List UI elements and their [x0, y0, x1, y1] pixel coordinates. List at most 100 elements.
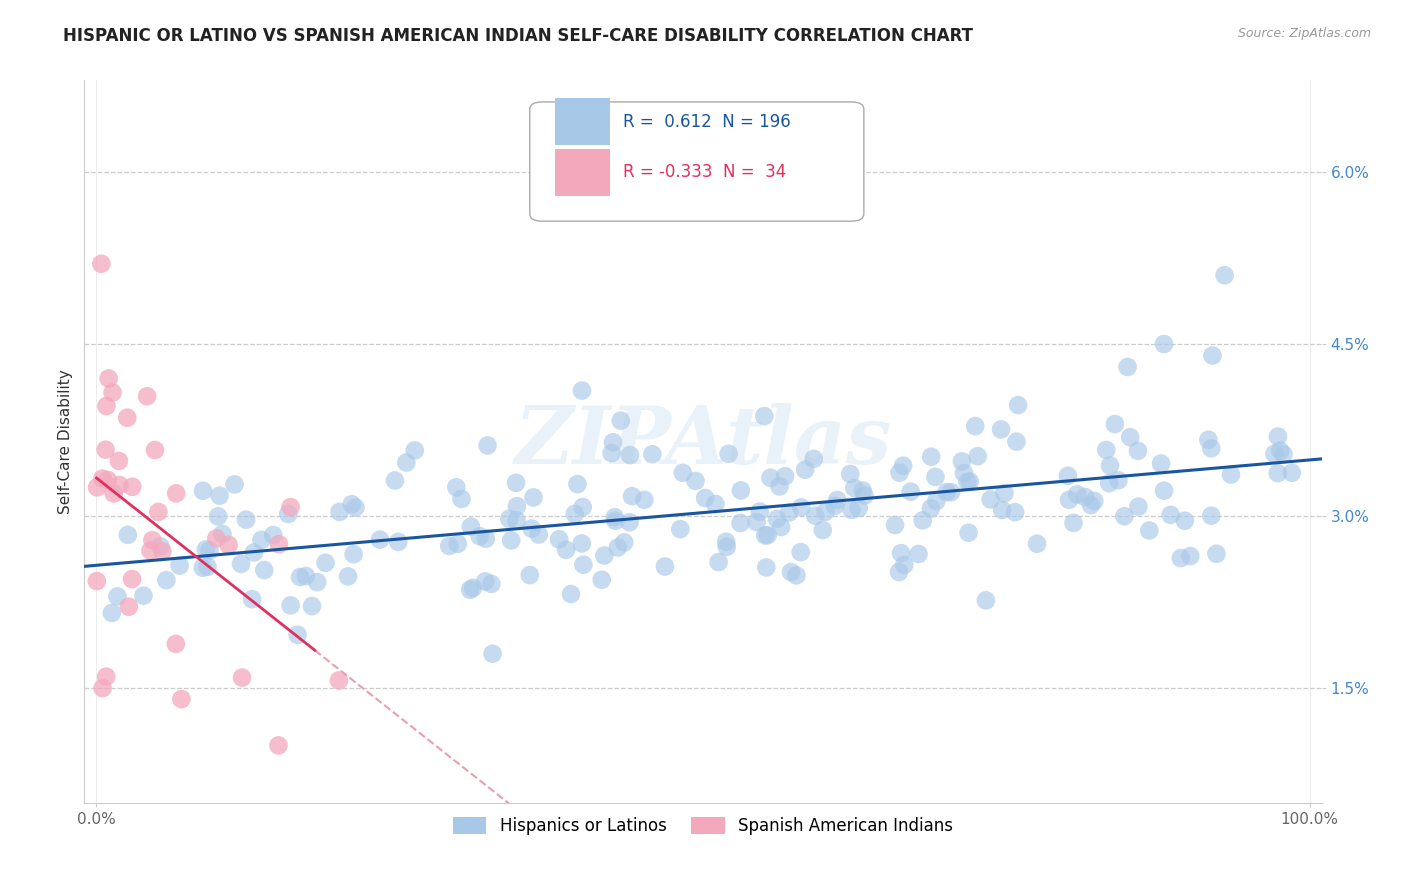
Point: [108, 454, 131, 468]
Point: [148, 505, 170, 519]
Point: [844, 481, 866, 495]
Point: [853, 489, 876, 503]
Point: [96, 670, 118, 684]
Point: [506, 499, 529, 513]
Point: [149, 540, 172, 554]
Point: [841, 503, 863, 517]
Point: [979, 492, 1001, 507]
Point: [756, 528, 779, 542]
Point: [447, 537, 470, 551]
Point: [450, 491, 472, 506]
Point: [613, 535, 636, 549]
Point: [794, 463, 817, 477]
Point: [267, 537, 290, 551]
Point: [603, 510, 626, 524]
Point: [759, 471, 782, 485]
FancyBboxPatch shape: [530, 102, 863, 221]
Point: [1005, 434, 1028, 449]
Point: [165, 486, 187, 500]
Point: [1066, 487, 1088, 501]
Point: [778, 506, 800, 520]
Point: [768, 479, 790, 493]
Point: [1062, 516, 1084, 530]
Point: [1114, 509, 1136, 524]
Point: [1153, 483, 1175, 498]
Point: [1180, 549, 1202, 563]
Point: [461, 581, 484, 595]
Point: [785, 568, 807, 582]
Point: [194, 542, 217, 557]
Point: [328, 505, 350, 519]
Point: [1098, 458, 1121, 473]
Point: [884, 518, 907, 533]
Point: [610, 414, 633, 428]
Point: [890, 546, 912, 560]
Point: [231, 671, 253, 685]
Point: [90, 257, 112, 271]
Point: [641, 447, 664, 461]
Point: [748, 505, 770, 519]
Point: [1270, 443, 1292, 458]
Point: [1128, 500, 1150, 514]
Point: [887, 565, 910, 579]
Point: [717, 447, 740, 461]
Point: [505, 475, 527, 490]
Point: [97, 473, 120, 487]
Point: [344, 500, 367, 515]
Point: [384, 474, 406, 488]
Point: [211, 527, 233, 541]
Point: [893, 558, 915, 572]
Point: [685, 474, 707, 488]
Point: [571, 536, 593, 550]
Point: [889, 466, 911, 480]
Point: [198, 543, 221, 558]
Point: [267, 739, 290, 753]
Point: [852, 483, 875, 498]
Point: [564, 507, 586, 521]
Point: [1150, 457, 1173, 471]
Point: [605, 514, 627, 528]
Point: [572, 558, 595, 572]
Point: [953, 466, 976, 480]
Point: [108, 478, 131, 492]
Point: [191, 483, 214, 498]
Point: [1197, 433, 1219, 447]
Point: [1083, 494, 1105, 508]
Point: [1267, 429, 1289, 443]
Point: [307, 575, 329, 590]
Point: [262, 528, 284, 542]
Point: [920, 450, 942, 464]
Point: [243, 545, 266, 559]
Point: [460, 519, 482, 533]
Point: [824, 499, 846, 513]
Point: [1080, 498, 1102, 512]
Point: [591, 573, 613, 587]
Text: HISPANIC OR LATINO VS SPANISH AMERICAN INDIAN SELF-CARE DISABILITY CORRELATION C: HISPANIC OR LATINO VS SPANISH AMERICAN I…: [63, 27, 973, 45]
Point: [990, 422, 1012, 436]
Point: [235, 513, 257, 527]
Point: [669, 522, 692, 536]
Point: [295, 569, 318, 583]
Point: [368, 533, 391, 547]
Point: [730, 516, 752, 530]
Point: [619, 448, 641, 462]
Point: [593, 549, 616, 563]
Point: [939, 485, 962, 500]
Point: [118, 599, 141, 614]
Point: [387, 534, 409, 549]
Point: [1153, 337, 1175, 351]
Point: [143, 442, 166, 457]
Point: [957, 525, 980, 540]
Point: [240, 592, 263, 607]
Point: [197, 559, 219, 574]
Point: [121, 572, 143, 586]
Point: [911, 513, 934, 527]
Legend: Hispanics or Latinos, Spanish American Indians: Hispanics or Latinos, Spanish American I…: [446, 810, 960, 841]
Point: [633, 492, 655, 507]
Point: [101, 606, 124, 620]
Point: [773, 469, 796, 483]
Point: [121, 480, 143, 494]
Point: [600, 446, 623, 460]
Y-axis label: Self-Care Disability: Self-Care Disability: [58, 369, 73, 514]
Point: [1137, 524, 1160, 538]
